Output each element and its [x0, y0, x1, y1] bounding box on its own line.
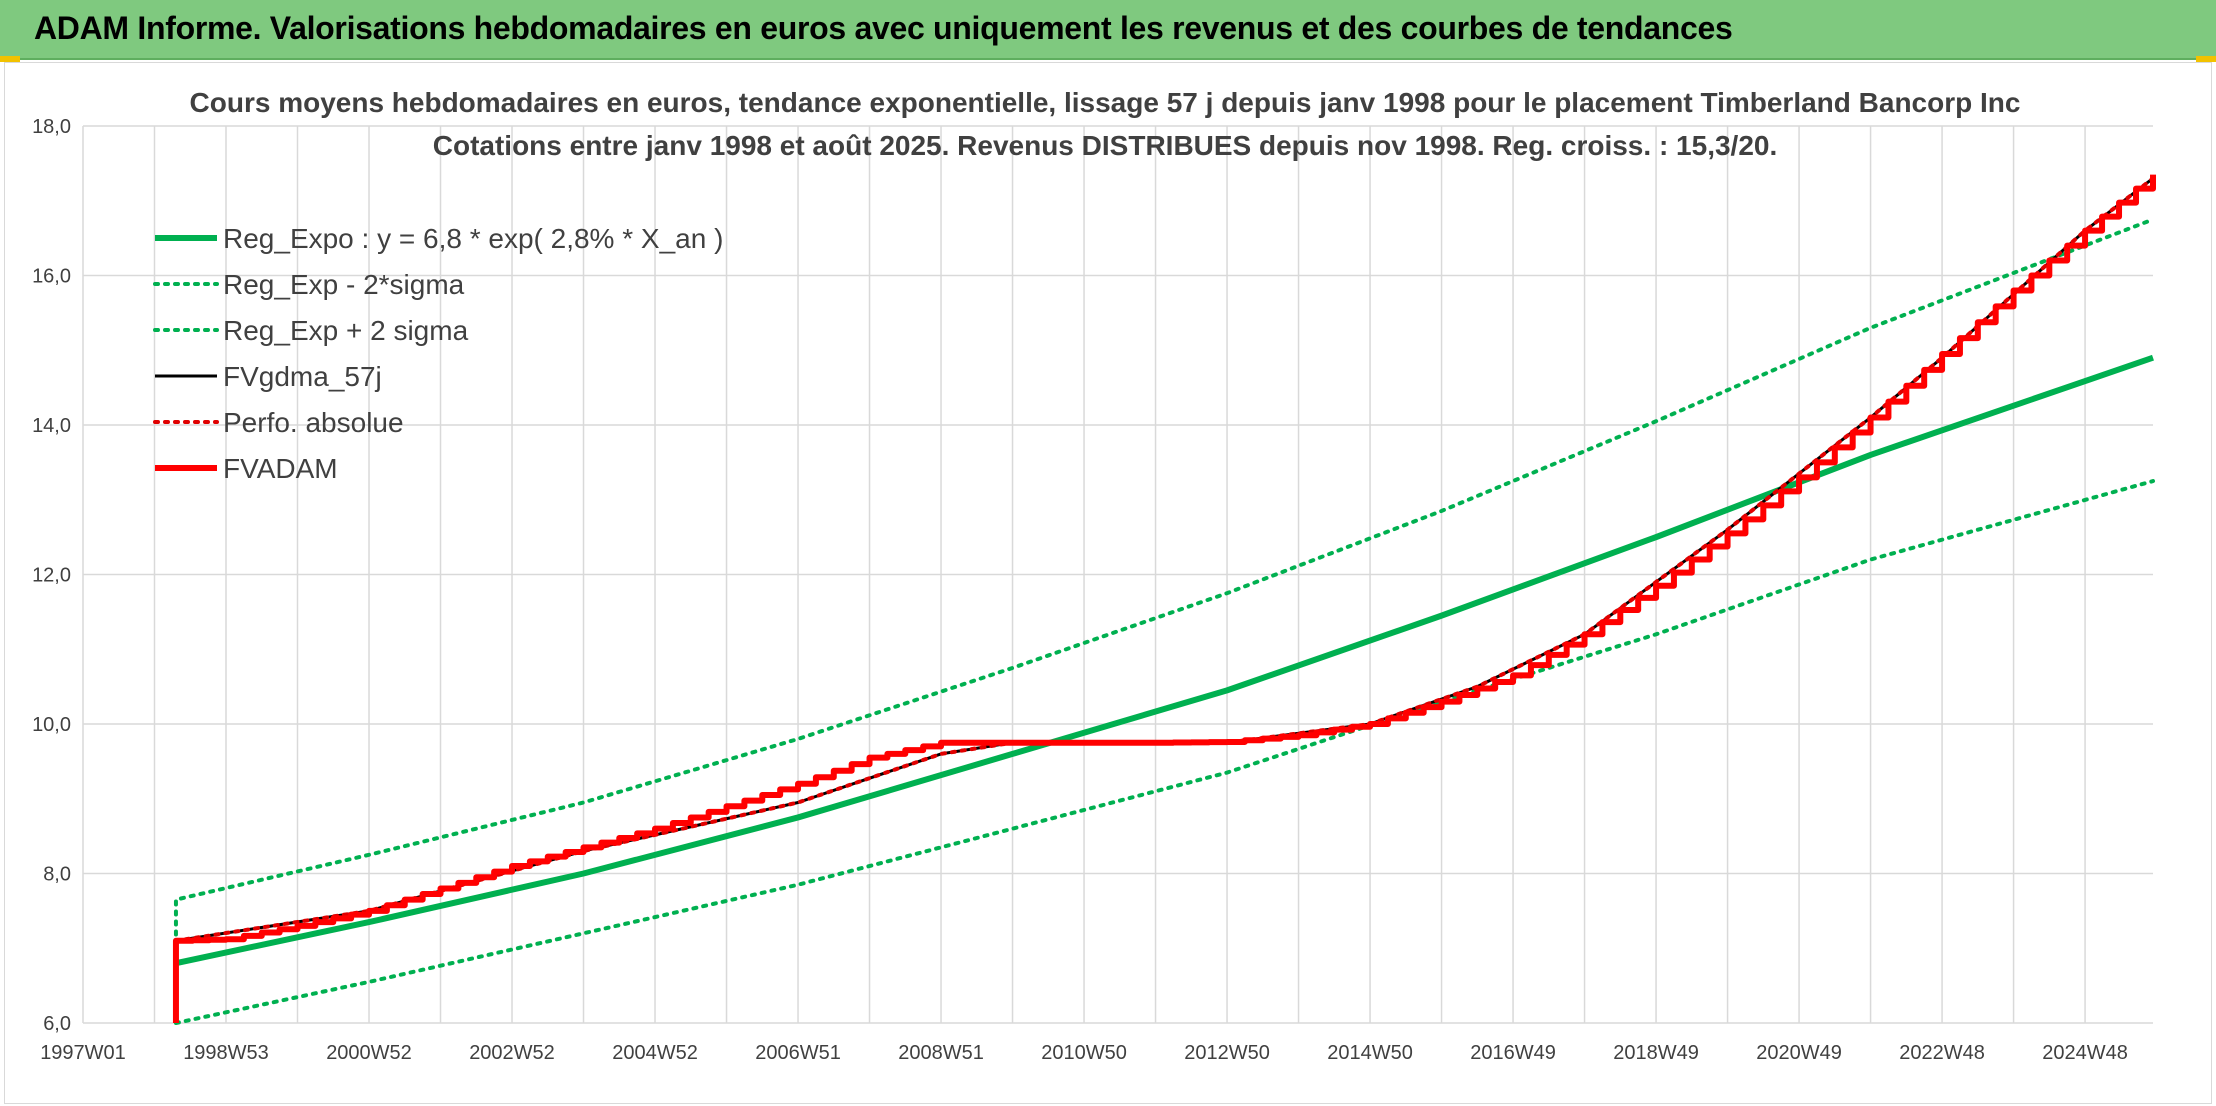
x-tick-label: 2022W48 [1899, 1042, 1985, 1064]
x-tick-label: 2020W49 [1756, 1042, 1842, 1064]
x-tick-label: 2008W51 [898, 1042, 984, 1064]
series-line-1 [173, 479, 2155, 1025]
x-tick-label: 2024W48 [2042, 1042, 2128, 1064]
chart-area: 6,0 8,0 10,0 12,0 14,0 16,0 18,0 1997W01 1998W53… [4, 62, 2212, 1104]
series-layer [172, 174, 2156, 1025]
y-tick-label: 10,0 [32, 714, 71, 736]
corner-marker-right [2196, 56, 2216, 62]
chart-title: Cours moyens hebdomadaires en euros, ten… [190, 87, 2021, 161]
y-tick-label: 14,0 [32, 415, 71, 437]
series-line-0 [175, 354, 2154, 967]
x-tick-label: 2012W50 [1184, 1042, 1270, 1064]
x-tick-label: 2002W52 [469, 1042, 555, 1064]
x-tick-label: 2000W52 [326, 1042, 412, 1064]
legend-label: Reg_Expo : y = 6,8 * exp( 2,8% * X_an ) [223, 223, 723, 254]
legend-label: FVADAM [223, 453, 338, 484]
axis-labels: 6,0 8,0 10,0 12,0 14,0 16,0 18,0 1997W01 1998W53… [32, 116, 2128, 1064]
y-tick-label: 18,0 [32, 116, 71, 138]
chart-legend: Reg_Expo : y = 6,8 * exp( 2,8% * X_an ) R… [153, 223, 723, 484]
x-tick-label: 2004W52 [612, 1042, 698, 1064]
series-line-5 [172, 174, 2156, 1023]
legend-label: Reg_Exp - 2*sigma [223, 269, 465, 300]
chart-title-line: Cotations entre janv 1998 et août 2025. … [433, 130, 1778, 161]
x-tick-label: 2006W51 [755, 1042, 841, 1064]
y-tick-label: 16,0 [32, 266, 71, 288]
y-tick-label: 8,0 [43, 864, 71, 886]
x-tick-label: 2010W50 [1041, 1042, 1127, 1064]
legend-label: FVgdma_57j [223, 361, 382, 392]
corner-marker-left [0, 56, 20, 62]
x-tick-label: 2014W50 [1327, 1042, 1413, 1064]
line-chart: 6,0 8,0 10,0 12,0 14,0 16,0 18,0 1997W01 1998W53… [32, 87, 2156, 1064]
x-tick-label: 2018W49 [1613, 1042, 1699, 1064]
series-line-4 [173, 176, 2155, 943]
report-banner: ADAM Informe. Valorisations hebdomadaire… [0, 0, 2216, 60]
series-line-3 [175, 177, 2154, 943]
chart-title-line: Cours moyens hebdomadaires en euros, ten… [190, 87, 2021, 118]
grid-lines [82, 125, 2153, 1024]
report-title: ADAM Informe. Valorisations hebdomadaire… [34, 10, 1733, 46]
y-tick-label: 12,0 [32, 565, 71, 587]
y-tick-label: 6,0 [43, 1013, 71, 1035]
series-line-2 [173, 217, 2155, 947]
x-tick-label: 2016W49 [1470, 1042, 1556, 1064]
legend-label: Perfo. absolue [223, 407, 404, 438]
x-tick-label: 1998W53 [183, 1042, 269, 1064]
x-tick-label: 1997W01 [40, 1042, 126, 1064]
legend-label: Reg_Exp + 2 sigma [223, 315, 469, 346]
